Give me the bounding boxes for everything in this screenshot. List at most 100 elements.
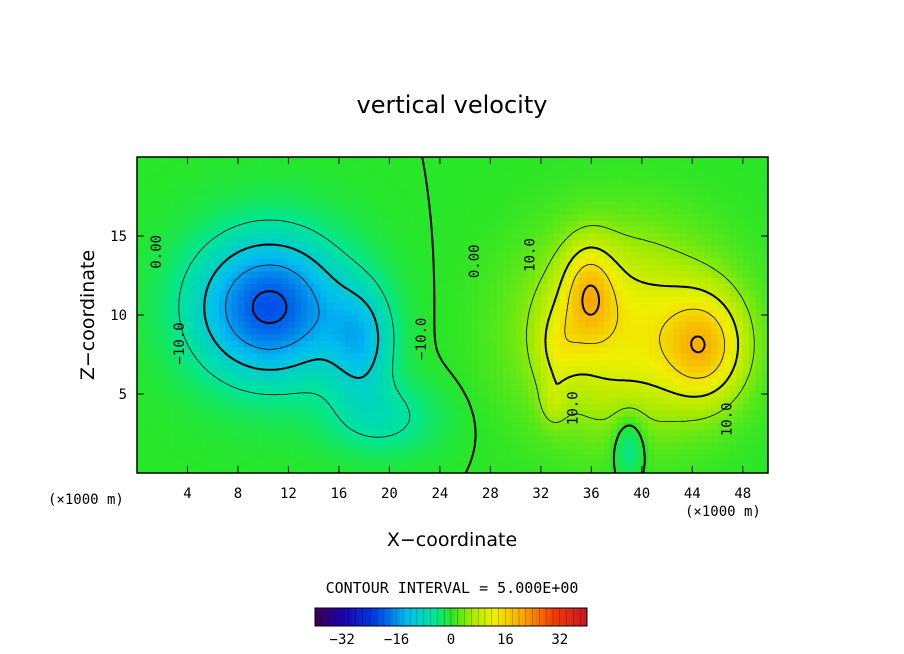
field-cell — [477, 258, 485, 266]
field-cell — [749, 454, 756, 461]
field-cell — [420, 226, 428, 234]
field-cell — [597, 188, 605, 196]
field-cell — [761, 359, 768, 367]
field-cell — [484, 157, 491, 164]
field-cell — [332, 283, 340, 291]
field-cell — [200, 397, 208, 405]
field-cell — [181, 308, 189, 316]
field-cell — [269, 182, 277, 190]
field-cell — [654, 277, 662, 284]
field-cell — [736, 352, 744, 360]
field-cell — [439, 416, 447, 424]
field-cell — [629, 163, 637, 171]
field-cell — [591, 239, 599, 247]
field-cell — [402, 163, 409, 171]
field-cell — [559, 315, 567, 322]
field-cell — [389, 460, 397, 468]
field-cell — [282, 232, 290, 240]
field-cell — [635, 327, 643, 335]
field-cell — [685, 201, 693, 209]
field-cell — [603, 239, 611, 247]
field-cell — [736, 454, 744, 461]
field-cell — [313, 169, 321, 177]
field-cell — [553, 422, 561, 430]
field-cell — [540, 213, 548, 221]
field-cell — [402, 213, 409, 221]
field-cell — [528, 390, 536, 398]
field-cell — [509, 283, 517, 291]
field-cell — [282, 352, 290, 360]
field-cell — [648, 346, 656, 354]
field-cell — [187, 232, 195, 240]
field-cell — [603, 201, 611, 209]
field-cell — [168, 460, 176, 468]
field-cell — [225, 359, 233, 367]
field-cell — [761, 270, 768, 278]
field-cell — [597, 403, 605, 411]
field-cell — [591, 157, 599, 164]
field-cell — [219, 232, 226, 240]
field-cell — [212, 175, 220, 183]
field-cell — [648, 207, 656, 215]
field-cell — [187, 157, 195, 164]
field-cell — [433, 296, 441, 303]
field-cell — [685, 435, 693, 442]
field-cell — [206, 315, 214, 322]
field-cell — [578, 422, 586, 430]
field-cell — [288, 397, 296, 405]
field-cell — [465, 435, 473, 442]
field-cell — [414, 352, 422, 360]
field-cell — [603, 182, 611, 190]
field-cell — [263, 416, 271, 424]
field-cell — [521, 220, 529, 228]
field-cell — [578, 327, 586, 335]
field-cell — [471, 258, 479, 266]
field-cell — [654, 308, 662, 316]
field-cell — [326, 163, 334, 171]
field-cell — [559, 277, 567, 284]
field-cell — [515, 466, 523, 473]
field-cell — [427, 258, 435, 266]
field-cell — [717, 277, 725, 284]
field-cell — [597, 428, 605, 436]
field-cell — [288, 346, 296, 354]
field-cell — [338, 245, 346, 253]
field-cell — [603, 327, 611, 335]
field-cell — [698, 207, 706, 215]
field-cell — [155, 397, 163, 405]
field-cell — [307, 182, 315, 190]
field-cell — [502, 460, 510, 468]
field-cell — [326, 188, 334, 196]
field-cell — [629, 220, 637, 228]
field-cell — [736, 346, 744, 354]
field-cell — [528, 207, 536, 215]
field-cell — [137, 454, 144, 461]
field-cell — [389, 163, 397, 171]
field-cell — [692, 416, 700, 424]
field-cell — [319, 157, 327, 164]
field-cell — [162, 466, 170, 473]
field-cell — [168, 378, 176, 386]
field-cell — [528, 264, 536, 272]
field-cell — [174, 378, 182, 386]
field-cell — [465, 207, 473, 215]
field-cell — [698, 378, 706, 386]
field-cell — [616, 213, 624, 221]
field-cell — [521, 359, 529, 367]
field-cell — [452, 264, 460, 272]
field-cell — [376, 251, 384, 259]
field-cell — [490, 315, 498, 322]
field-cell — [685, 378, 693, 386]
field-cell — [206, 283, 214, 291]
field-cell — [420, 371, 428, 379]
field-cell — [181, 277, 189, 284]
field-cell — [364, 403, 372, 411]
field-cell — [622, 163, 630, 171]
field-cell — [698, 321, 706, 329]
field-cell — [578, 169, 586, 177]
field-cell — [162, 194, 170, 202]
field-cell — [458, 182, 466, 190]
field-cell — [673, 371, 681, 379]
field-cell — [553, 315, 561, 322]
field-cell — [521, 378, 529, 386]
